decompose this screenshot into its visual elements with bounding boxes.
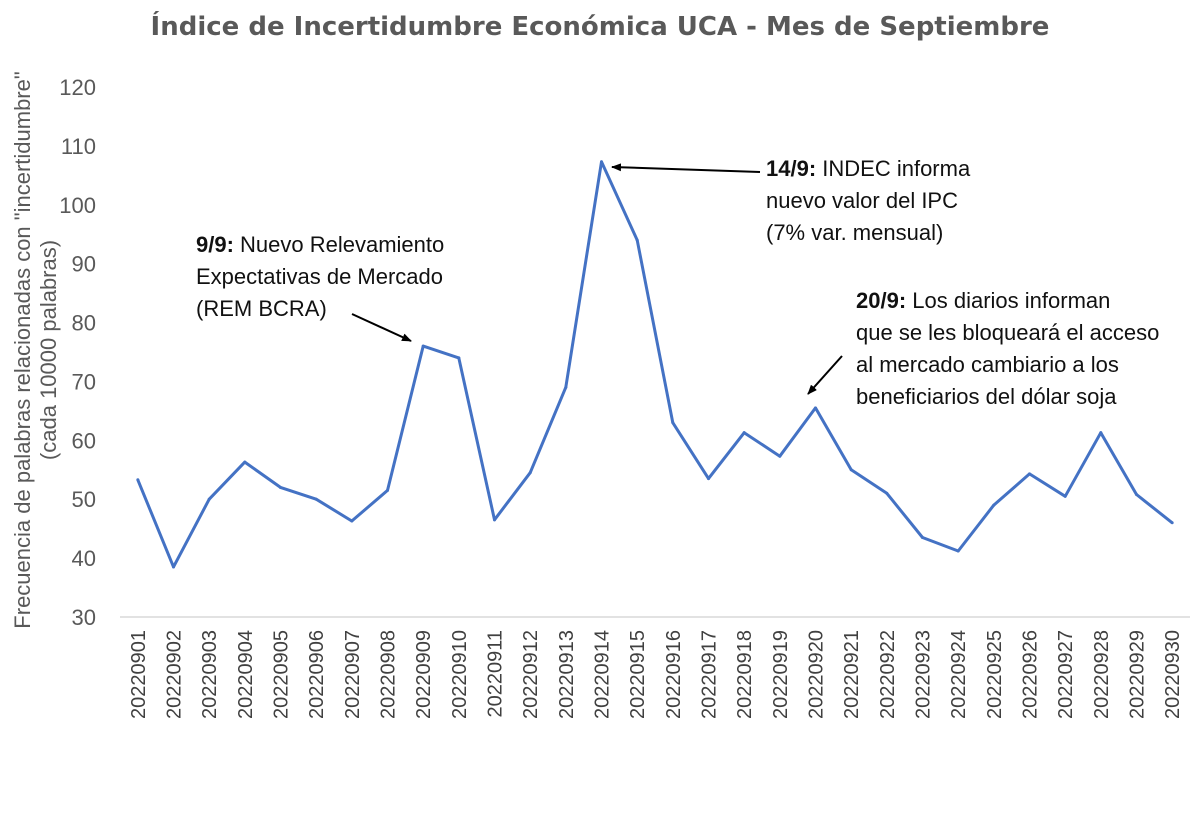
data-point xyxy=(921,536,924,539)
x-tick-label: 20220905 xyxy=(271,630,293,719)
y-tick-label: 70 xyxy=(72,369,96,394)
data-point xyxy=(635,238,639,242)
y-tick-label: 100 xyxy=(59,193,96,218)
x-tick-label: 20220915 xyxy=(627,630,649,719)
x-tick-label: 20220912 xyxy=(520,630,542,719)
x-tick-label: 20220920 xyxy=(806,630,828,719)
x-tick-label: 20220929 xyxy=(1127,630,1149,719)
y-tick-label: 80 xyxy=(72,311,96,336)
x-tick-label: 20220911 xyxy=(485,630,507,718)
data-point xyxy=(457,356,461,360)
x-tick-labels: 20220901 20220902 20220903 20220904 20220905… xyxy=(128,630,1184,719)
data-point xyxy=(742,431,746,435)
data-point xyxy=(386,488,389,492)
x-tick-label: 20220914 xyxy=(592,630,614,719)
x-tick-label: 20220910 xyxy=(449,630,471,719)
x-tick-label: 20220902 xyxy=(164,630,186,719)
x-tick-label: 20220906 xyxy=(306,630,328,719)
data-points xyxy=(136,160,1174,569)
data-point xyxy=(314,497,318,501)
x-tick-label: 20220930 xyxy=(1162,630,1184,719)
annotation-indec-line-3: (7% var. mensual) xyxy=(766,220,943,245)
y-tick-label: 50 xyxy=(72,487,96,512)
y-tick-label: 120 xyxy=(59,75,96,100)
annotation-dolar-soja-line-4: beneficiarios del dólar soja xyxy=(856,384,1117,409)
x-tick-label: 20220927 xyxy=(1055,630,1077,719)
x-tick-label: 20220921 xyxy=(841,630,863,719)
annotation-dolar-soja-line-2: que se les bloqueará el acceso xyxy=(856,320,1159,345)
data-point xyxy=(207,497,211,501)
y-tick-label: 40 xyxy=(72,546,96,571)
x-tick-label: 20220909 xyxy=(413,630,435,719)
annotation-dolar-soja: 20/9: Los diarios informan que se les bl… xyxy=(807,288,1159,409)
y-axis-label-line-1: Frecuencia de palabras relacionadas con … xyxy=(10,71,35,628)
data-point xyxy=(172,565,175,569)
y-tick-label: 30 xyxy=(72,605,96,630)
annotation-dolar-soja-line-3: al mercado cambiario a los xyxy=(856,352,1119,377)
annotation-indec: 14/9: INDEC informa nuevo valor del IPC … xyxy=(611,156,971,245)
data-point xyxy=(671,421,675,425)
y-tick-label: 90 xyxy=(72,252,96,277)
annotation-dolar-soja-arrow xyxy=(807,355,843,395)
x-tick-label: 20220925 xyxy=(984,630,1006,719)
data-point xyxy=(1063,494,1067,498)
data-point xyxy=(564,385,568,389)
x-tick-label: 20220919 xyxy=(770,630,792,719)
x-tick-label: 20220926 xyxy=(1020,630,1042,719)
x-tick-label: 20220916 xyxy=(663,630,685,719)
x-tick-label: 20220908 xyxy=(378,630,400,719)
data-point xyxy=(600,160,603,164)
annotation-rem-line-2: Expectativas de Mercado xyxy=(196,264,443,289)
x-tick-label: 20220904 xyxy=(235,630,257,719)
x-tick-label: 20220901 xyxy=(128,630,150,719)
chart-title: Índice de Incertidumbre Económica UCA - … xyxy=(151,10,1050,42)
annotation-rem-text: 9/9: Nuevo Relevamiento xyxy=(196,232,444,257)
annotation-indec-arrow xyxy=(611,163,761,173)
annotation-indec-line-2: nuevo valor del IPC xyxy=(766,188,958,213)
x-tick-label: 20220907 xyxy=(342,630,364,719)
y-axis-label: Frecuencia de palabras relacionadas con … xyxy=(10,71,61,628)
data-point xyxy=(528,471,532,475)
y-tick-labels: 30 40 50 60 70 80 90 100 110 120 xyxy=(59,75,96,630)
annotation-indec-text: 14/9: INDEC informa xyxy=(766,156,971,181)
x-tick-label: 20220903 xyxy=(199,630,221,719)
data-point xyxy=(1099,431,1103,435)
data-point xyxy=(421,344,425,348)
data-point xyxy=(136,478,140,482)
x-tick-label: 20220917 xyxy=(699,630,721,719)
data-point xyxy=(814,406,817,410)
x-tick-label: 20220922 xyxy=(877,630,899,719)
data-point xyxy=(1135,493,1138,497)
annotation-rem: 9/9: Nuevo Relevamiento Expectativas de … xyxy=(196,232,444,342)
data-point xyxy=(493,518,496,522)
x-tick-label: 20220928 xyxy=(1091,630,1113,719)
y-tick-label: 110 xyxy=(61,134,96,159)
data-point xyxy=(1028,472,1031,476)
x-tick-label: 20220913 xyxy=(556,630,578,719)
data-point xyxy=(350,519,354,523)
data-point xyxy=(243,460,247,464)
data-point xyxy=(1170,521,1174,525)
annotation-rem-arrow xyxy=(351,313,412,342)
data-point xyxy=(956,549,960,553)
y-axis-label-line-2: (cada 10000 palabras) xyxy=(36,240,61,460)
annotation-dolar-soja-text: 20/9: Los diarios informan xyxy=(856,288,1110,313)
series-line xyxy=(136,160,1174,569)
x-tick-label: 20220918 xyxy=(734,630,756,719)
data-point xyxy=(885,491,889,495)
y-tick-label: 60 xyxy=(72,428,96,453)
data-point xyxy=(992,503,996,507)
data-point xyxy=(707,477,710,481)
data-point xyxy=(778,454,782,458)
data-point xyxy=(849,468,853,472)
annotation-rem-line-3: (REM BCRA) xyxy=(196,296,327,321)
x-tick-label: 20220923 xyxy=(913,630,935,719)
x-tick-label: 20220924 xyxy=(948,630,970,719)
data-point xyxy=(279,485,282,489)
